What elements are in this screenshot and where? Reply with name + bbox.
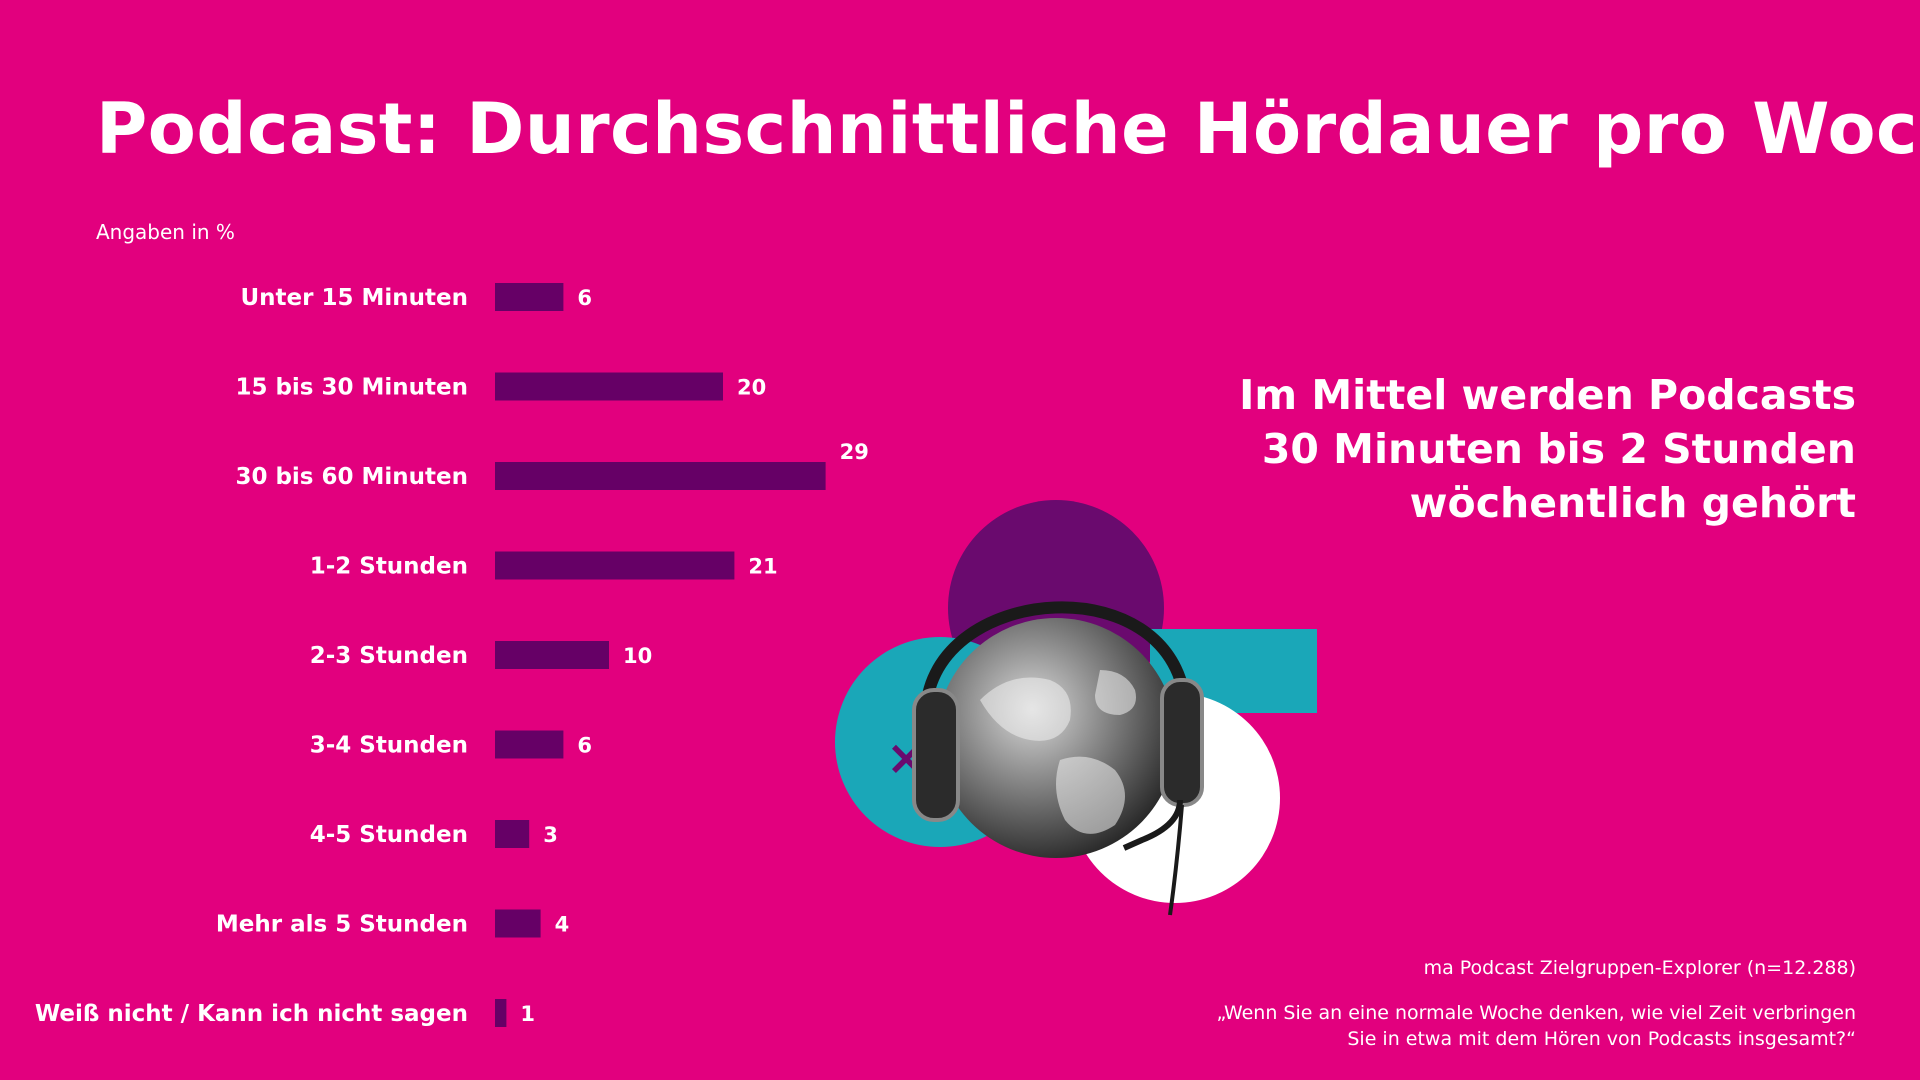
microphone-arm-shape xyxy=(1122,799,1183,851)
headphone-cable-shape xyxy=(1168,804,1184,916)
category-label: Unter 15 Minuten xyxy=(241,285,469,311)
category-label: 15 bis 30 Minuten xyxy=(235,375,468,401)
globe-continents-shape xyxy=(980,670,1136,834)
value-label: 6 xyxy=(577,734,592,758)
value-label: 1 xyxy=(520,1002,535,1026)
headphone-band-shape xyxy=(919,601,1193,721)
headline-line-3: wöchentlich gehört xyxy=(1409,479,1856,527)
survey-question-line-2: Sie in etwa mit dem Hören von Podcasts i… xyxy=(1347,1028,1856,1050)
bar xyxy=(495,820,530,848)
survey-question: „Wenn Sie an eine normale Woche denken, … xyxy=(1216,1000,1856,1052)
category-label: Mehr als 5 Stunden xyxy=(216,912,468,938)
source-note: ma Podcast Zielgruppen-Explorer (n=12.28… xyxy=(1423,957,1856,979)
bar xyxy=(495,730,564,759)
value-label: 29 xyxy=(840,440,869,464)
value-label: 3 xyxy=(543,823,558,847)
category-label: 1-2 Stunden xyxy=(310,554,468,580)
bar xyxy=(495,283,564,311)
category-label: 3-4 Stunden xyxy=(310,733,468,759)
value-label: 20 xyxy=(737,376,766,400)
headline-line-1: Im Mittel werden Podcasts xyxy=(1239,371,1856,419)
bar xyxy=(495,999,507,1027)
survey-question-line-1: „Wenn Sie an eine normale Woche denken, … xyxy=(1216,1002,1856,1024)
right-ear-cup-shape xyxy=(1160,678,1204,807)
bar xyxy=(495,372,723,401)
bar xyxy=(495,551,735,580)
category-label: 2-3 Stunden xyxy=(310,643,468,669)
value-label: 4 xyxy=(555,913,570,937)
headline: Im Mittel werden Podcasts 30 Minuten bis… xyxy=(1096,368,1856,530)
headline-line-2: 30 Minuten bis 2 Stunden xyxy=(1261,425,1856,473)
globe-with-headphones-icon: × xyxy=(835,500,1317,916)
category-label: Weiß nicht / Kann ich nicht sagen xyxy=(35,1001,468,1027)
bar xyxy=(495,462,826,490)
bar xyxy=(495,909,541,938)
value-label: 6 xyxy=(577,286,592,310)
unit-note: Angaben in % xyxy=(96,220,235,244)
page-title: Podcast: Durchschnittliche Hördauer pro … xyxy=(96,88,1920,170)
globe-shape xyxy=(936,618,1176,858)
bar xyxy=(495,641,609,669)
value-label: 10 xyxy=(623,644,652,668)
value-label: 21 xyxy=(748,555,777,579)
category-label: 30 bis 60 Minuten xyxy=(235,464,468,490)
left-ear-cup-shape xyxy=(912,688,960,822)
category-label: 4-5 Stunden xyxy=(310,822,468,848)
